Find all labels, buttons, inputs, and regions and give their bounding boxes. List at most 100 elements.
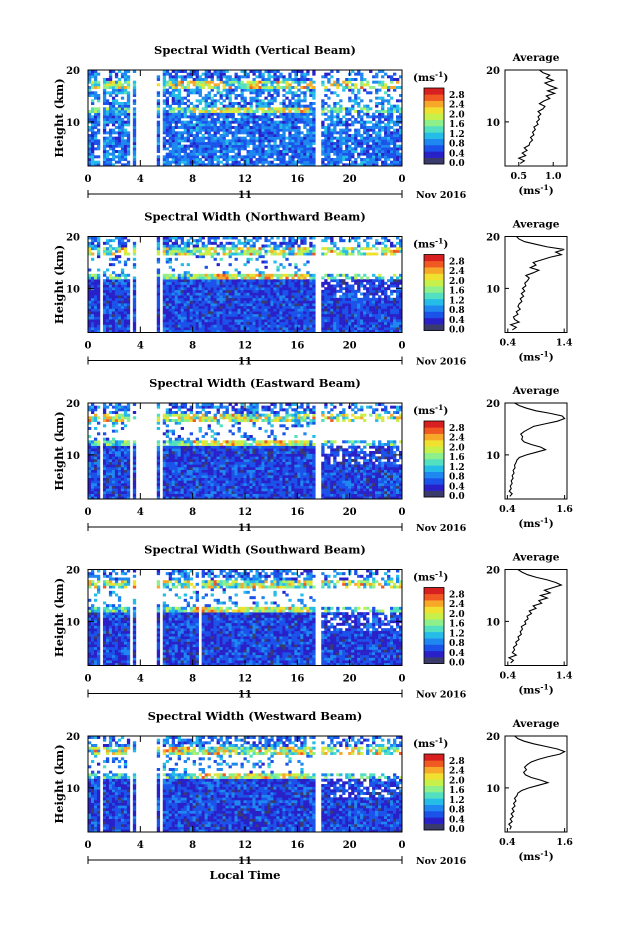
heatmap-cell (378, 276, 382, 280)
heatmap-cell (273, 313, 277, 317)
heatmap-cell (384, 239, 388, 243)
heatmap-cell (156, 287, 161, 291)
heatmap-cell (186, 83, 190, 87)
heatmap-cell (279, 134, 283, 137)
heatmap-cell (354, 247, 358, 251)
heatmap-cell (252, 72, 256, 76)
heatmap-cell (204, 126, 208, 129)
heatmap-cell (192, 313, 196, 317)
heatmap-cell (345, 150, 349, 153)
heatmap-cell (132, 327, 137, 331)
colorbar-swatch (424, 119, 444, 127)
heatmap-cell (252, 303, 256, 307)
heatmap-cell (240, 120, 244, 124)
heatmap-cell (102, 279, 107, 283)
heatmap-cell (114, 107, 119, 111)
heatmap-cell (90, 300, 95, 304)
heatmap-cell (225, 279, 229, 283)
heatmap-cell (207, 102, 211, 105)
heatmap-cell (327, 297, 331, 301)
heatmap-cell (105, 284, 110, 288)
heatmap-cell (243, 131, 247, 135)
heatmap-cell (321, 305, 325, 309)
heatmap-cell (216, 305, 220, 309)
heatmap-cell (162, 120, 167, 124)
heatmap-cell (306, 134, 310, 137)
heatmap-cell (90, 110, 95, 113)
heatmap-cell (336, 158, 340, 161)
heatmap-cell (381, 284, 385, 288)
heatmap-cell (165, 303, 170, 307)
heatmap-cell (219, 305, 223, 309)
heatmap-cell (195, 289, 199, 293)
heatmap-cell (339, 249, 343, 253)
heatmap-cell (348, 247, 352, 251)
heatmap-cell (273, 123, 277, 127)
heatmap-cell (276, 158, 280, 161)
heatmap-cell (291, 144, 295, 148)
heatmap-cell (156, 284, 161, 288)
heatmap-cell (300, 139, 304, 143)
heatmap-cell (258, 155, 262, 159)
heatmap-cell (195, 308, 199, 312)
heatmap-cell (267, 160, 271, 164)
heatmap-cell (246, 321, 250, 325)
heatmap-cell (375, 96, 379, 100)
heatmap-cell (225, 276, 229, 280)
heatmap-cell (168, 244, 173, 248)
heatmap-cell (162, 110, 167, 113)
heatmap-cell (102, 311, 107, 315)
heatmap-cell (168, 104, 173, 108)
heatmap-cell (345, 284, 349, 288)
heatmap-cell (288, 327, 292, 331)
heatmap-cell (339, 287, 343, 291)
heatmap-cell (240, 329, 244, 333)
heatmap-cell (357, 134, 361, 137)
heatmap-cell (288, 244, 292, 248)
heatmap-cell (93, 319, 98, 323)
heatmap-cell (351, 142, 355, 145)
heatmap-cell (102, 88, 107, 92)
heatmap-cell (261, 115, 265, 119)
heatmap-cell (123, 88, 128, 92)
heatmap-cell (174, 158, 179, 161)
heatmap-cell (102, 94, 107, 97)
heatmap-cell (249, 279, 253, 283)
heatmap-cell (384, 155, 388, 159)
heatmap-cell (201, 281, 205, 285)
heatmap-cell (123, 313, 128, 317)
heatmap-cell (246, 239, 250, 243)
heatmap-cell (132, 241, 137, 245)
heatmap-cell (219, 160, 223, 164)
heatmap-cell (88, 80, 92, 84)
heatmap-cell (189, 252, 193, 256)
heatmap-cell (282, 152, 286, 156)
heatmap-cell (117, 136, 122, 140)
heatmap-cell (300, 158, 304, 161)
heatmap-cell (345, 147, 349, 151)
heatmap-cell (258, 150, 262, 153)
heatmap-cell (108, 263, 113, 267)
panel-title: Spectral Width (Northward Beam) (144, 210, 366, 224)
heatmap-cell (123, 260, 128, 264)
heatmap-cell (270, 147, 274, 151)
heatmap-cell (294, 273, 298, 277)
heatmap-cell (102, 112, 107, 116)
heatmap-cell (126, 118, 131, 121)
heatmap-cell (357, 142, 361, 145)
heatmap-cell (303, 80, 307, 84)
heatmap-cell (120, 91, 125, 95)
heatmap-cell (360, 150, 364, 153)
heatmap-cell (321, 297, 325, 301)
heatmap-cell (252, 136, 256, 140)
heatmap-cell (384, 115, 388, 119)
heatmap-cell (210, 123, 214, 127)
heatmap-cell (264, 284, 268, 288)
heatmap-cell (369, 70, 373, 73)
heatmap-cell (297, 110, 301, 113)
heatmap-cell (123, 107, 128, 111)
heatmap-cell (165, 273, 170, 277)
heatmap-cell (366, 241, 370, 245)
heatmap-cell (351, 104, 355, 108)
heatmap-cell (111, 279, 116, 283)
